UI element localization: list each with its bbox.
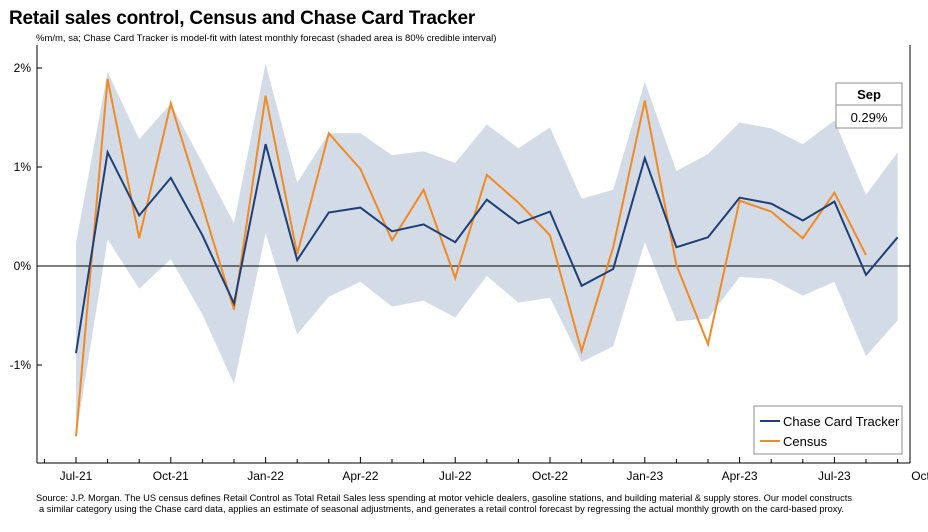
chase-card-tracker-line — [75, 143, 899, 354]
y-tick-label: 1% — [14, 160, 32, 174]
y-tick-label: 0% — [14, 259, 32, 273]
footnote-line-1: Source: J.P. Morgan. The US census defin… — [36, 493, 852, 503]
credible-interval-band — [76, 64, 898, 437]
series-layer — [75, 78, 899, 437]
source-footnote: Source: J.P. Morgan. The US census defin… — [36, 493, 924, 515]
x-tick-label: Jul-21 — [60, 469, 93, 483]
chart-subtitle: %m/m, sa; Chase Card Tracker is model-fi… — [36, 33, 497, 44]
axes-layer: -1% 0% 1% 2% Jul-21 Oct-21 Jan-22 Apr-22 Jul-22 O… — [10, 45, 928, 483]
x-tick-label: Oct-21 — [153, 469, 189, 483]
x-tick-label: Jan-22 — [247, 469, 284, 483]
legend-label-tracker: Chase Card Tracker — [783, 414, 900, 429]
x-tick-label: Jul-23 — [818, 469, 851, 483]
y-tick-label: 2% — [14, 61, 32, 75]
census-line — [75, 78, 867, 437]
chart-title: Retail sales control, Census and Chase C… — [9, 8, 476, 29]
callout-header: Sep — [857, 87, 881, 102]
x-tick-label: Jul-22 — [439, 469, 472, 483]
legend-frame — [753, 405, 903, 455]
x-tick-label: Apr-23 — [722, 469, 758, 483]
x-tick-label: Apr-22 — [342, 469, 378, 483]
callout-box: Sep 0.29% — [835, 82, 903, 129]
x-tick-label: Oct-22 — [532, 469, 568, 483]
callout-value: 0.29% — [851, 110, 888, 125]
legend-label-census: Census — [783, 434, 828, 449]
x-tick-label: Oct-23 — [911, 469, 928, 483]
y-tick-label: -1% — [10, 358, 32, 372]
credible-interval-band-layer — [76, 64, 898, 437]
footnote-line-2: a similar category using the Chase card … — [39, 504, 844, 514]
legend: Chase Card Tracker Census — [753, 405, 903, 455]
x-tick-label: Jan-23 — [626, 469, 663, 483]
